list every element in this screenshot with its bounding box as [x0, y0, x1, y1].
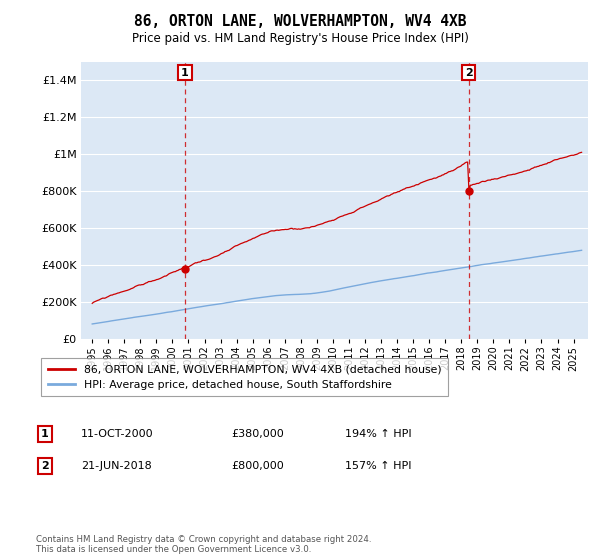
Text: Contains HM Land Registry data © Crown copyright and database right 2024.
This d: Contains HM Land Registry data © Crown c…: [36, 535, 371, 554]
Text: £380,000: £380,000: [231, 429, 284, 439]
Text: 21-JUN-2018: 21-JUN-2018: [81, 461, 152, 471]
Text: Price paid vs. HM Land Registry's House Price Index (HPI): Price paid vs. HM Land Registry's House …: [131, 32, 469, 45]
Text: 1: 1: [41, 429, 49, 439]
Text: 86, ORTON LANE, WOLVERHAMPTON, WV4 4XB: 86, ORTON LANE, WOLVERHAMPTON, WV4 4XB: [134, 14, 466, 29]
Text: £800,000: £800,000: [231, 461, 284, 471]
Text: 2: 2: [41, 461, 49, 471]
Text: 157% ↑ HPI: 157% ↑ HPI: [345, 461, 412, 471]
Text: 2: 2: [465, 68, 473, 78]
Text: 11-OCT-2000: 11-OCT-2000: [81, 429, 154, 439]
Text: 194% ↑ HPI: 194% ↑ HPI: [345, 429, 412, 439]
Legend: 86, ORTON LANE, WOLVERHAMPTON, WV4 4XB (detached house), HPI: Average price, det: 86, ORTON LANE, WOLVERHAMPTON, WV4 4XB (…: [41, 358, 448, 396]
Text: 1: 1: [181, 68, 189, 78]
